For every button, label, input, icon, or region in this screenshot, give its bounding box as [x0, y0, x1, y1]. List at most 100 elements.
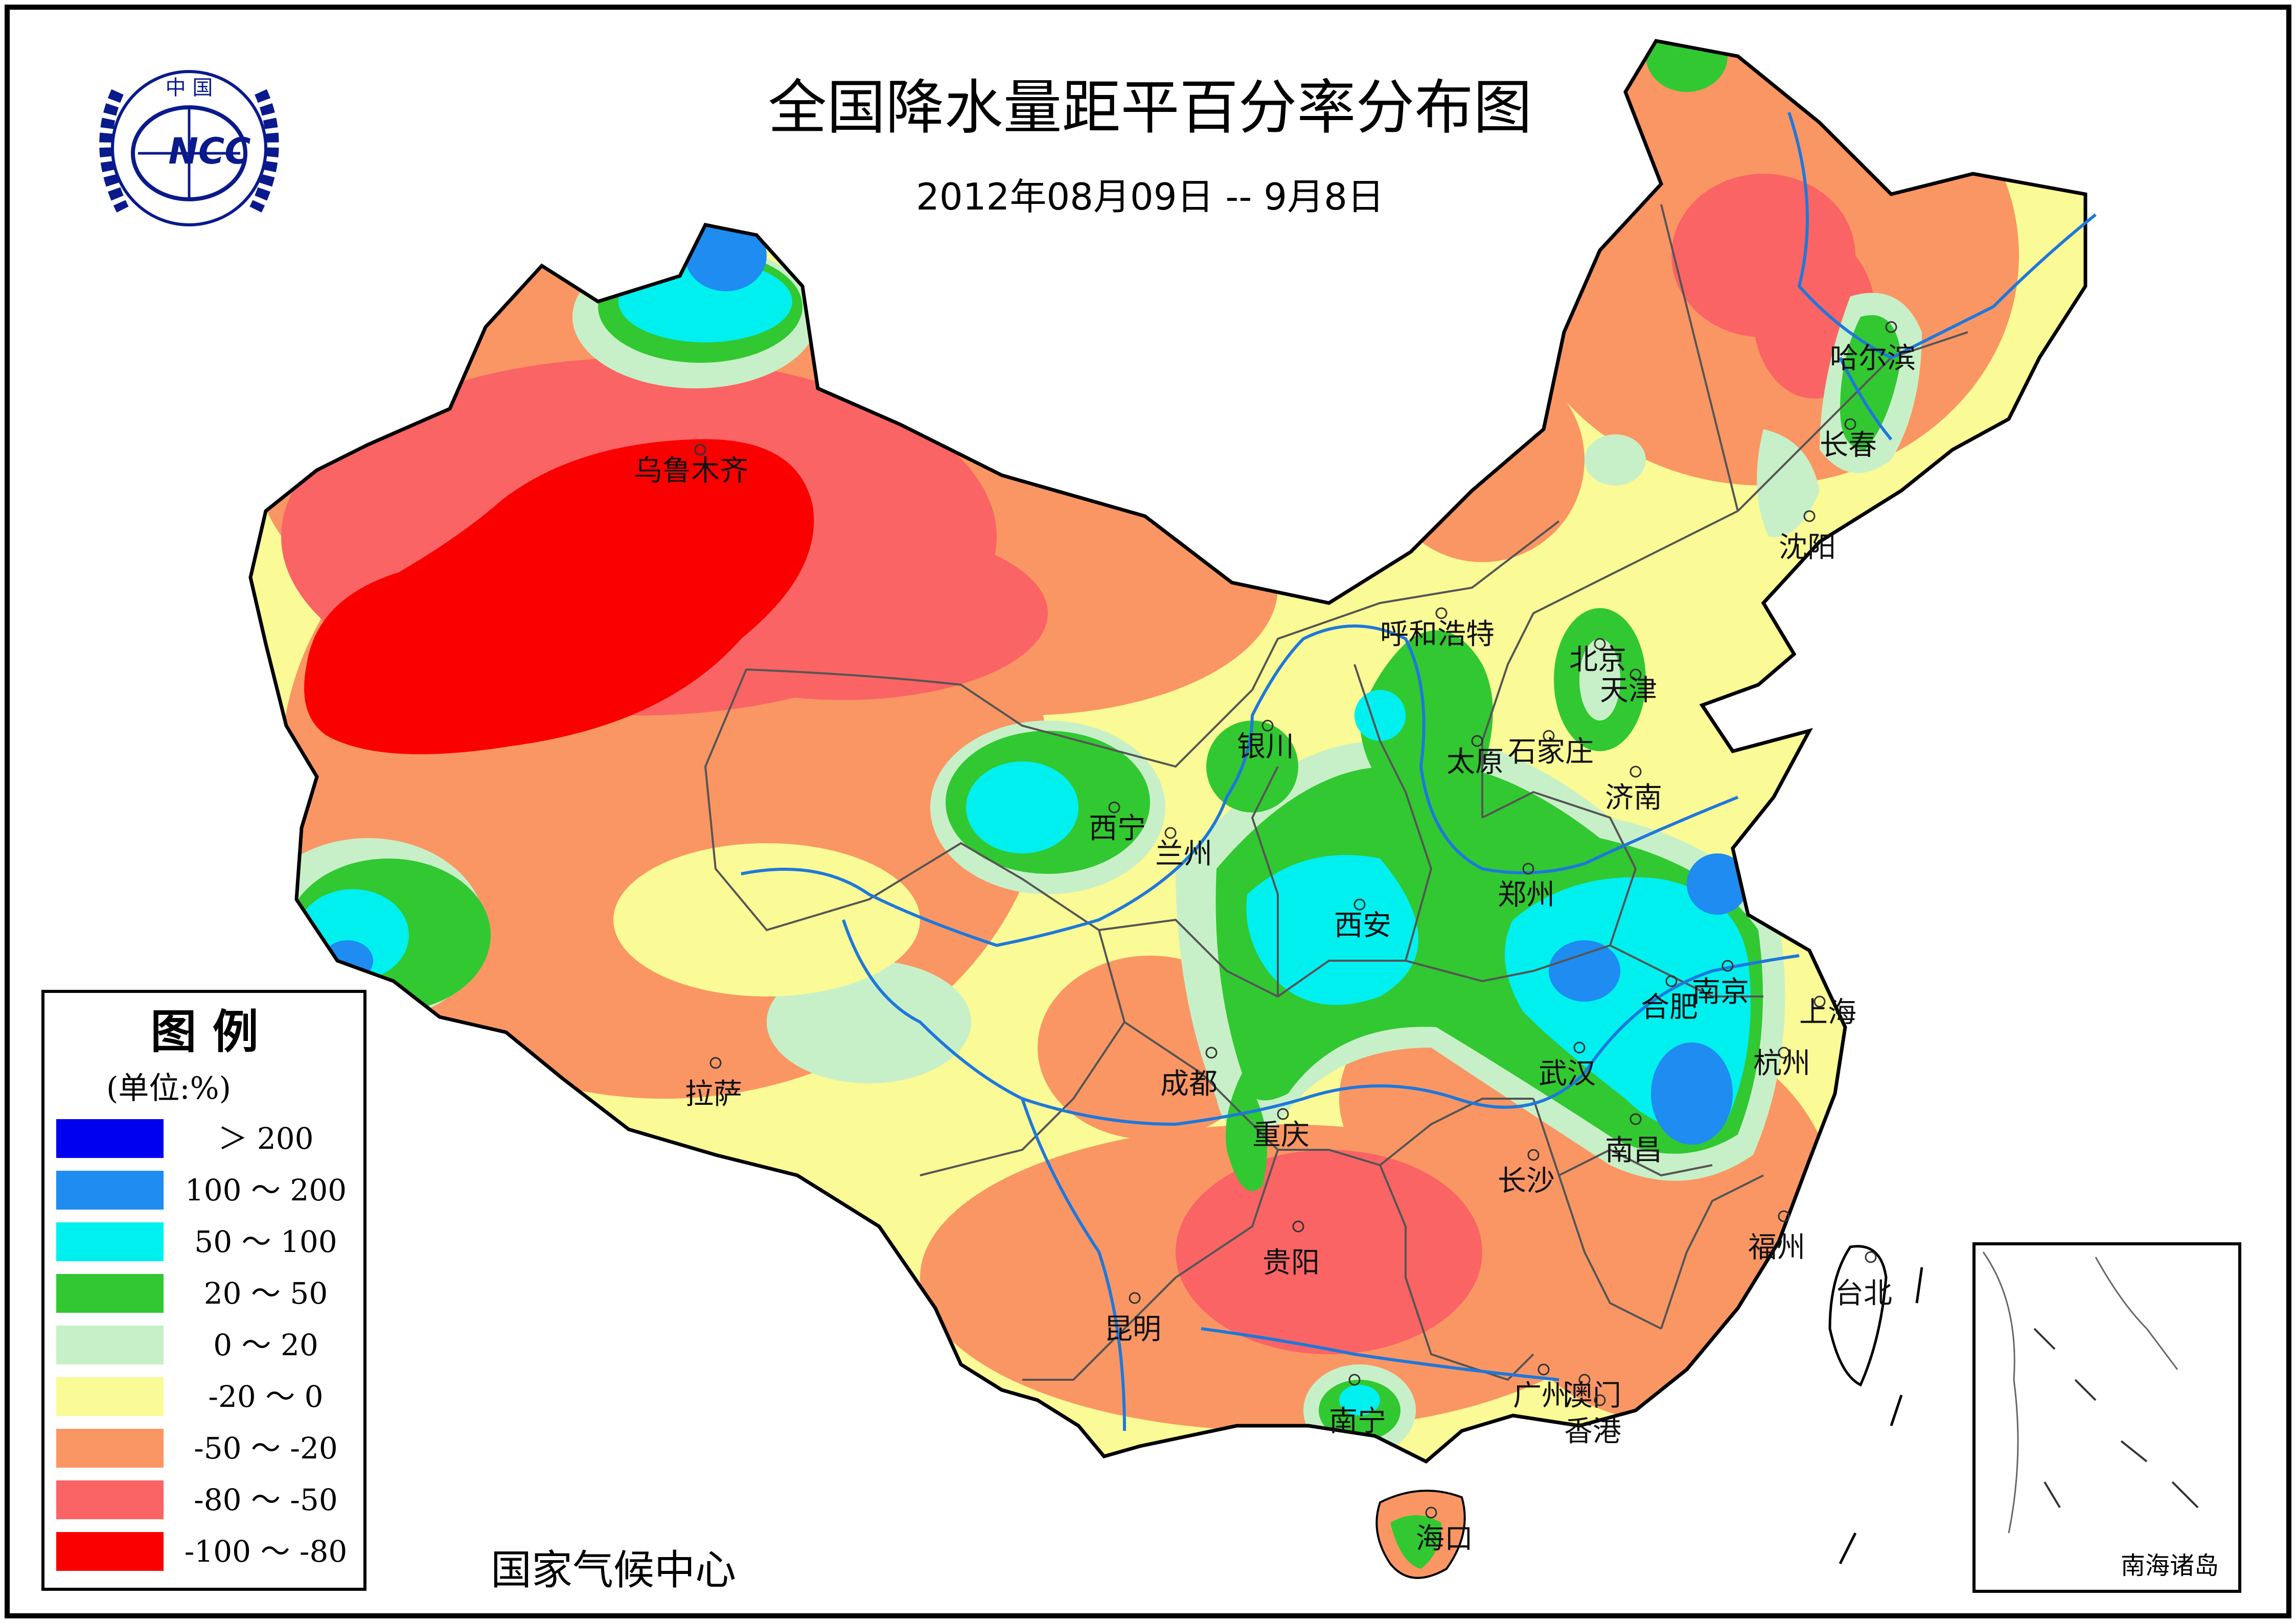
legend-unit: (单位:%): [106, 1071, 231, 1106]
city-label: 重庆: [1252, 1119, 1310, 1152]
city-marker: 澳门: [1564, 1374, 1621, 1412]
city-marker: 海口: [1416, 1506, 1473, 1556]
city-label: 银川: [1237, 730, 1294, 763]
legend-label: 100 ～ 200: [185, 1173, 347, 1208]
city-marker: 上海: [1799, 995, 1856, 1029]
city-marker: 成都: [1160, 1047, 1218, 1101]
legend-swatch: [56, 1429, 164, 1468]
provincial-boundaries: [704, 204, 1968, 1381]
city-label: 合肥: [1641, 991, 1698, 1024]
city-marker: 乌鲁木齐: [634, 444, 748, 488]
city-label: 贵阳: [1262, 1246, 1320, 1280]
city-label: 济南: [1605, 781, 1662, 815]
map-subtitle: 2012年08月09日 -- 9月8日: [916, 175, 1384, 218]
legend-title: 图 例: [150, 1005, 258, 1059]
city-marker: 太原: [1447, 735, 1504, 779]
city-label: 石家庄: [1508, 735, 1594, 769]
city-marker: 长沙: [1498, 1149, 1555, 1198]
city-marker: 杭州: [1753, 1047, 1810, 1080]
city-label: 兰州: [1155, 838, 1212, 871]
legend-label: -50 ～ -20: [194, 1431, 338, 1466]
city-marker: 北京: [1569, 638, 1626, 677]
city-marker: 天津: [1600, 668, 1657, 707]
city-marker: 广州: [1513, 1363, 1570, 1412]
legend-label: -20 ～ 0: [208, 1379, 323, 1414]
city-label: 台北: [1835, 1277, 1892, 1310]
inset-label: 南海诸岛: [2121, 1551, 2219, 1580]
legend-swatch: [56, 1171, 164, 1210]
city-marker: 银川: [1237, 720, 1294, 763]
city-label: 长沙: [1498, 1165, 1555, 1198]
city-label: 澳门: [1564, 1379, 1621, 1412]
legend-swatch: [56, 1119, 164, 1158]
legend: 图 例 (单位:%) ＞ 200 100 ～ 200 50 ～ 100 20 ～ 50…: [41, 990, 366, 1591]
city-label: 郑州: [1498, 878, 1555, 912]
source-label: 国家气候中心: [491, 1546, 736, 1594]
legend-label: ＞ 200: [218, 1121, 313, 1156]
legend-swatch: [56, 1222, 164, 1261]
city-label: 哈尔滨: [1830, 342, 1916, 375]
city-label: 沈阳: [1779, 531, 1836, 564]
taiwan-island: [1828, 1245, 1888, 1387]
legend-items: ＞ 200 100 ～ 200 50 ～ 100 20 ～ 50 0 ～ 20 -20 ～…: [56, 1119, 347, 1571]
city-label: 乌鲁木齐: [634, 454, 748, 488]
city-label: 上海: [1799, 996, 1856, 1029]
legend-swatch: [56, 1532, 164, 1571]
city-marker: 西宁: [1089, 801, 1146, 845]
city-label: 武汉: [1539, 1057, 1596, 1091]
city-marker: 石家庄: [1508, 730, 1594, 769]
city-label: 南宁: [1329, 1405, 1386, 1438]
city-marker: 台北: [1835, 1251, 1892, 1310]
city-marker: 合肥: [1641, 975, 1698, 1024]
city-marker: 南京: [1692, 960, 1749, 1009]
city-label: 西安: [1334, 909, 1391, 942]
ncc-logo: 中 国 NCC: [99, 70, 279, 226]
map-title: 全国降水量距平百分率分布图: [768, 74, 1532, 142]
legend-swatch: [56, 1480, 164, 1519]
legend-label: -100 ～ -80: [185, 1534, 348, 1569]
city-marker: 福州: [1748, 1210, 1805, 1264]
city-label: 南京: [1692, 976, 1749, 1009]
city-marker: 昆明: [1104, 1292, 1161, 1346]
city-marker: 香港: [1564, 1394, 1621, 1448]
legend-label: -80 ～ -50: [194, 1482, 338, 1517]
city-marker: 武汉: [1539, 1041, 1596, 1091]
city-label: 南昌: [1605, 1134, 1662, 1167]
city-marker: 拉萨: [685, 1057, 742, 1111]
city-marker: 西安: [1334, 898, 1391, 942]
city-label: 呼和浩特: [1380, 618, 1495, 651]
legend-label: 0 ～ 20: [213, 1328, 318, 1362]
city-label: 杭州: [1753, 1047, 1810, 1080]
legend-swatch: [56, 1326, 164, 1364]
city-label: 香港: [1564, 1415, 1621, 1448]
city-marker: 呼和浩特: [1380, 607, 1495, 651]
legend-swatch: [56, 1274, 164, 1313]
city-marker: 南宁: [1329, 1374, 1386, 1438]
city-label: 太原: [1447, 746, 1504, 779]
city-label: 长春: [1820, 429, 1877, 462]
south-china-sea-inset: 南海诸岛: [1972, 1242, 2241, 1593]
city-label: 成都: [1160, 1068, 1218, 1101]
logo-top-text: 中 国: [166, 76, 213, 100]
boundary-dashes: [1839, 1267, 1923, 1565]
city-label: 昆明: [1104, 1313, 1161, 1346]
city-marker: 哈尔滨: [1830, 321, 1916, 375]
legend-label: 20 ～ 50: [204, 1276, 328, 1311]
city-marker: 济南: [1605, 766, 1662, 815]
city-marker: 沈阳: [1779, 510, 1836, 564]
rivers: [741, 112, 2097, 1431]
city-label: 西宁: [1089, 812, 1146, 845]
city-marker: 贵阳: [1262, 1220, 1320, 1280]
city-marker: 兰州: [1155, 827, 1212, 871]
city-marker: 重庆: [1252, 1108, 1310, 1152]
city-label: 拉萨: [685, 1078, 742, 1111]
city-label: 北京: [1569, 643, 1626, 677]
city-label: 天津: [1600, 674, 1657, 707]
city-marker: 长春: [1820, 418, 1877, 462]
city-marker: 南昌: [1605, 1113, 1662, 1167]
logo-center-text: NCC: [168, 130, 250, 172]
legend-label: 50 ～ 100: [194, 1224, 337, 1259]
city-label: 海口: [1416, 1522, 1473, 1556]
